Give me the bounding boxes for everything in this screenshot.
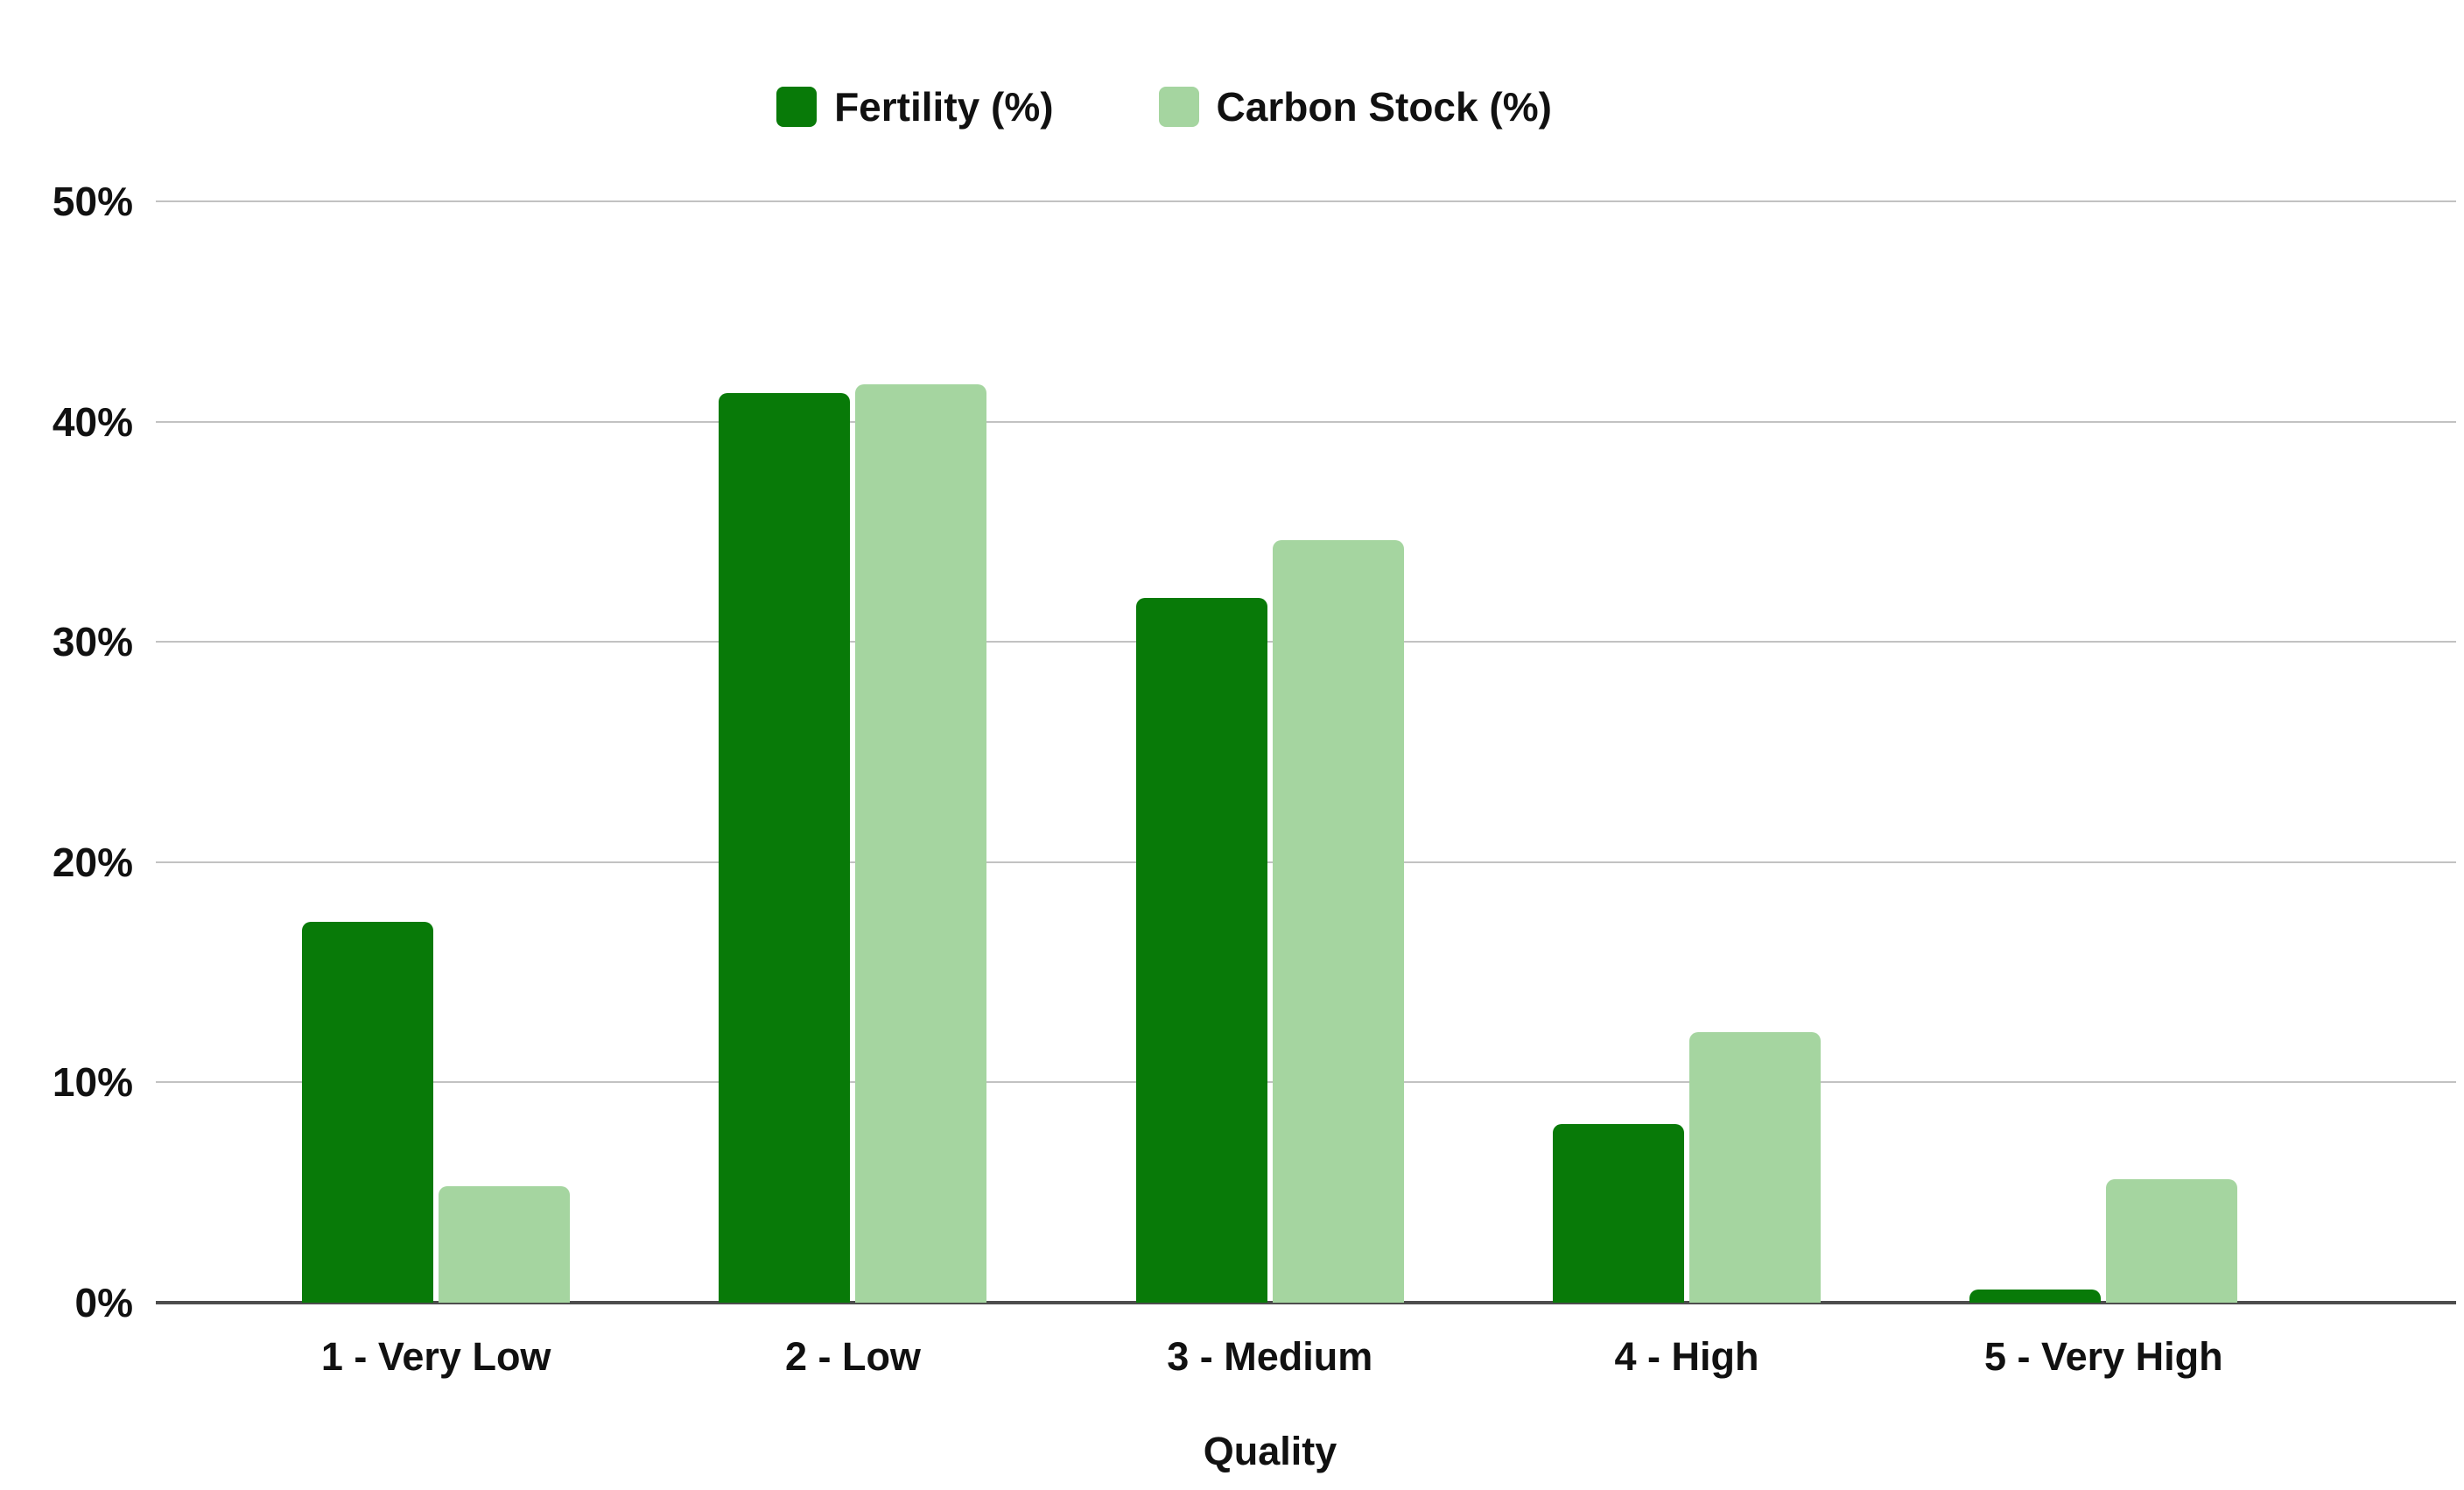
x-tick-label: 5 - Very High	[1984, 1334, 2223, 1379]
chart-legend: Fertility (%) Carbon Stock (%)	[0, 84, 2328, 130]
legend-swatch-carbon-stock-icon	[1158, 87, 1199, 127]
x-axis-line	[156, 1301, 2456, 1304]
y-tick-label: 50%	[52, 179, 133, 224]
bar-carbon-stock	[439, 1185, 571, 1303]
y-tick-label: 30%	[52, 619, 133, 665]
legend-item-fertility: Fertility (%)	[776, 83, 1054, 130]
bar-fertility	[1135, 597, 1267, 1303]
bar-carbon-stock	[1272, 540, 1404, 1303]
bar-fertility	[719, 392, 851, 1303]
legend-item-carbon-stock: Carbon Stock (%)	[1158, 83, 1552, 130]
x-tick-label: 1 - Very Low	[320, 1334, 551, 1379]
y-tick-label: 40%	[52, 398, 133, 445]
x-tick-label: 4 - High	[1614, 1334, 1759, 1379]
x-tick-label: 3 - Medium	[1167, 1334, 1373, 1379]
bar-fertility	[1553, 1124, 1685, 1303]
legend-label-carbon-stock: Carbon Stock (%)	[1216, 84, 1552, 130]
bar-carbon-stock	[1689, 1031, 1822, 1303]
y-tick-label: 10%	[52, 1059, 133, 1106]
x-tick-label: 2 - Low	[784, 1334, 921, 1379]
bar-fertility	[1969, 1289, 2102, 1303]
gridline	[156, 200, 2456, 202]
y-tick-label: 0%	[74, 1280, 133, 1325]
bar-carbon-stock	[855, 383, 987, 1303]
gridline	[156, 420, 2456, 423]
x-axis-title: Quality	[1203, 1429, 1337, 1473]
y-tick-label: 20%	[52, 839, 133, 885]
legend-swatch-fertility-icon	[776, 87, 818, 127]
bar-carbon-stock	[2106, 1179, 2238, 1303]
bar-fertility	[302, 921, 434, 1303]
legend-label-fertility: Fertility (%)	[834, 84, 1054, 130]
